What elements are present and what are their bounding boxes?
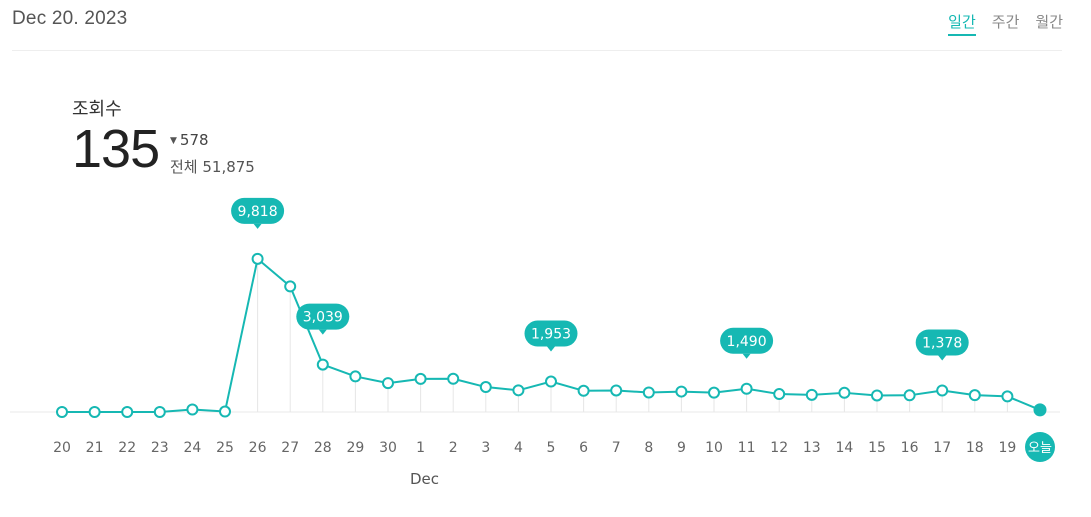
x-tick-label: 20 <box>53 440 71 456</box>
value-bubble <box>915 329 969 356</box>
data-point <box>545 375 557 388</box>
down-arrow-icon: ▼ <box>170 136 177 146</box>
data-point <box>414 372 427 385</box>
x-tick-label: 7 <box>612 440 621 456</box>
value-bubble-label: 1,378 <box>922 336 962 352</box>
data-point <box>479 381 492 394</box>
value-bubble <box>231 197 285 224</box>
data-point <box>284 280 297 293</box>
x-tick-label: 22 <box>118 440 136 456</box>
data-point <box>838 386 851 399</box>
value-bubble-pointer <box>742 353 751 359</box>
value-bubble-pointer <box>938 355 947 361</box>
value-bubble-label: 9,818 <box>238 204 278 220</box>
x-tick-label: 5 <box>547 440 556 456</box>
x-tick-label: 30 <box>379 440 397 456</box>
data-point <box>186 403 199 416</box>
data-point <box>349 370 362 383</box>
data-point <box>610 384 623 397</box>
data-point <box>121 406 134 418</box>
x-tick-label: 16 <box>901 440 919 456</box>
x-tick-label: 8 <box>644 440 653 456</box>
value-bubble-pointer <box>253 223 262 229</box>
metric-change-value: 578 <box>179 131 209 149</box>
x-tick-label: 9 <box>677 440 686 456</box>
x-tick-label: 11 <box>738 440 756 456</box>
data-point <box>251 252 264 265</box>
x-tick-label: 29 <box>346 440 364 456</box>
data-point <box>316 358 329 371</box>
x-tick-label: 18 <box>966 440 984 456</box>
x-tick-label: 19 <box>998 440 1016 456</box>
data-point <box>675 385 688 398</box>
data-point <box>642 386 655 399</box>
x-tick-label: 26 <box>249 440 267 456</box>
value-bubble-pointer <box>318 329 327 335</box>
x-tick-label: 17 <box>933 440 951 456</box>
data-point <box>577 384 590 397</box>
data-point <box>153 406 166 418</box>
value-bubble-pointer <box>547 346 555 352</box>
data-point <box>1001 390 1014 403</box>
x-tick-label: 21 <box>86 440 104 456</box>
x-tick-label: 27 <box>281 440 299 456</box>
data-point <box>740 382 753 395</box>
x-tick-label: 4 <box>514 440 523 456</box>
x-tick-label: 10 <box>705 440 723 456</box>
top-bar: Dec 20. 2023 일간 주간 월간 <box>0 0 1091 50</box>
value-bubble <box>720 327 774 354</box>
data-point <box>382 377 394 390</box>
data-point <box>512 384 525 397</box>
tab-daily[interactable]: 일간 <box>948 11 976 36</box>
x-tick-label: 24 <box>183 440 201 456</box>
x-tick-label: 23 <box>151 440 169 456</box>
value-bubble-label: 3,039 <box>303 310 343 326</box>
metric-value: 135 <box>72 119 160 179</box>
x-tick-label: 6 <box>579 440 588 456</box>
x-tick-label: 13 <box>803 440 821 456</box>
x-tick-label: 3 <box>481 440 490 456</box>
header-divider <box>12 50 1062 51</box>
x-month-label: Dec <box>410 470 440 488</box>
data-point <box>88 406 101 418</box>
data-point <box>871 389 883 402</box>
data-point <box>1033 403 1047 417</box>
data-point <box>903 389 916 402</box>
x-tick-label: 1 <box>416 440 425 456</box>
data-point <box>219 405 231 418</box>
value-bubble-label: 1,490 <box>727 334 767 350</box>
x-tick-label: 12 <box>770 440 788 456</box>
data-point <box>936 384 949 397</box>
value-bubble <box>524 320 578 347</box>
x-tick-label: 15 <box>868 440 886 456</box>
value-bubble <box>296 303 350 330</box>
tab-monthly[interactable]: 월간 <box>1035 13 1063 31</box>
date-title: Dec 20. 2023 <box>12 8 128 29</box>
x-tick-label: 오늘 <box>1028 441 1052 456</box>
x-tick-label: 25 <box>216 440 234 456</box>
value-bubble-label: 1,953 <box>531 327 571 343</box>
today-badge <box>1025 432 1055 462</box>
data-point <box>708 386 720 399</box>
x-tick-label: 28 <box>314 440 332 456</box>
data-point <box>968 389 981 402</box>
period-tabs: 일간 주간 월간 <box>948 11 1063 36</box>
metric-label: 조회수 <box>72 99 122 120</box>
data-point <box>447 372 460 385</box>
data-point <box>773 388 786 401</box>
data-point <box>56 406 68 418</box>
x-tick-label: 14 <box>835 440 853 456</box>
data-point <box>805 388 818 401</box>
x-tick-label: 2 <box>449 440 458 456</box>
metric-total: 전체 51,875 <box>170 158 255 176</box>
tab-weekly[interactable]: 주간 <box>991 13 1020 31</box>
metric-change: ▼ 578 <box>170 131 209 149</box>
